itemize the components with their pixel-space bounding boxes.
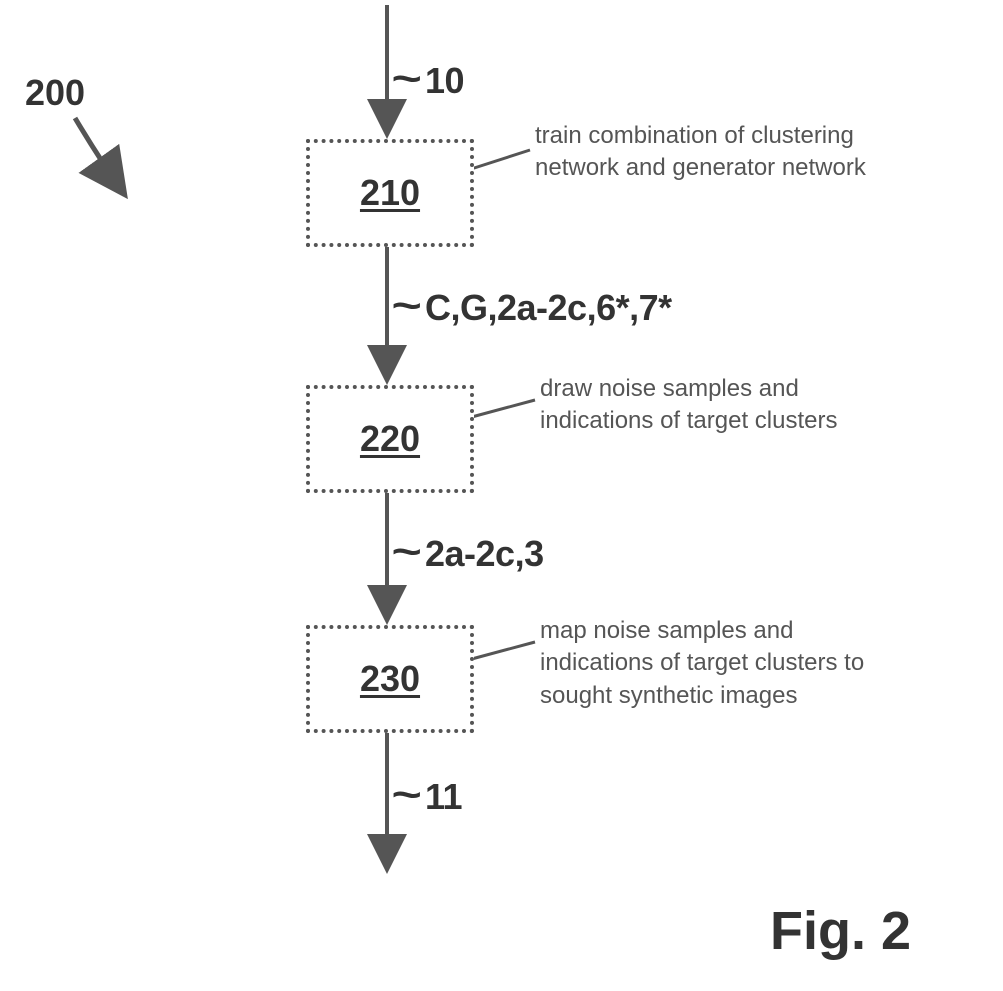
- flowchart-box-210: 210: [306, 139, 474, 247]
- flowchart-box-220: 220: [306, 385, 474, 493]
- box-label-220: 220: [360, 418, 420, 460]
- tilde-2a: ~: [391, 530, 421, 575]
- edge-label-11: 11: [425, 776, 462, 818]
- edge-label-2a: 2a-2c,3: [425, 533, 544, 575]
- leader-210: [468, 150, 530, 170]
- tilde-cg: ~: [391, 284, 421, 329]
- ref-arrow-200: [75, 118, 125, 195]
- description-230: map noise samples and indications of tar…: [540, 615, 900, 712]
- box-label-210: 210: [360, 172, 420, 214]
- leader-230: [468, 642, 535, 660]
- tilde-11: ~: [391, 773, 421, 818]
- description-210: train combination of clustering network …: [535, 120, 875, 185]
- box-label-230: 230: [360, 658, 420, 700]
- leader-220: [468, 400, 535, 418]
- flowchart-box-230: 230: [306, 625, 474, 733]
- figure-label: Fig. 2: [770, 900, 911, 962]
- ref-label-200: 200: [25, 72, 85, 114]
- description-220: draw noise samples and indications of ta…: [540, 373, 880, 438]
- edge-label-cg: C,G,2a-2c,6*,7*: [425, 287, 672, 329]
- edge-label-10: 10: [425, 60, 464, 102]
- tilde-10: ~: [391, 57, 421, 102]
